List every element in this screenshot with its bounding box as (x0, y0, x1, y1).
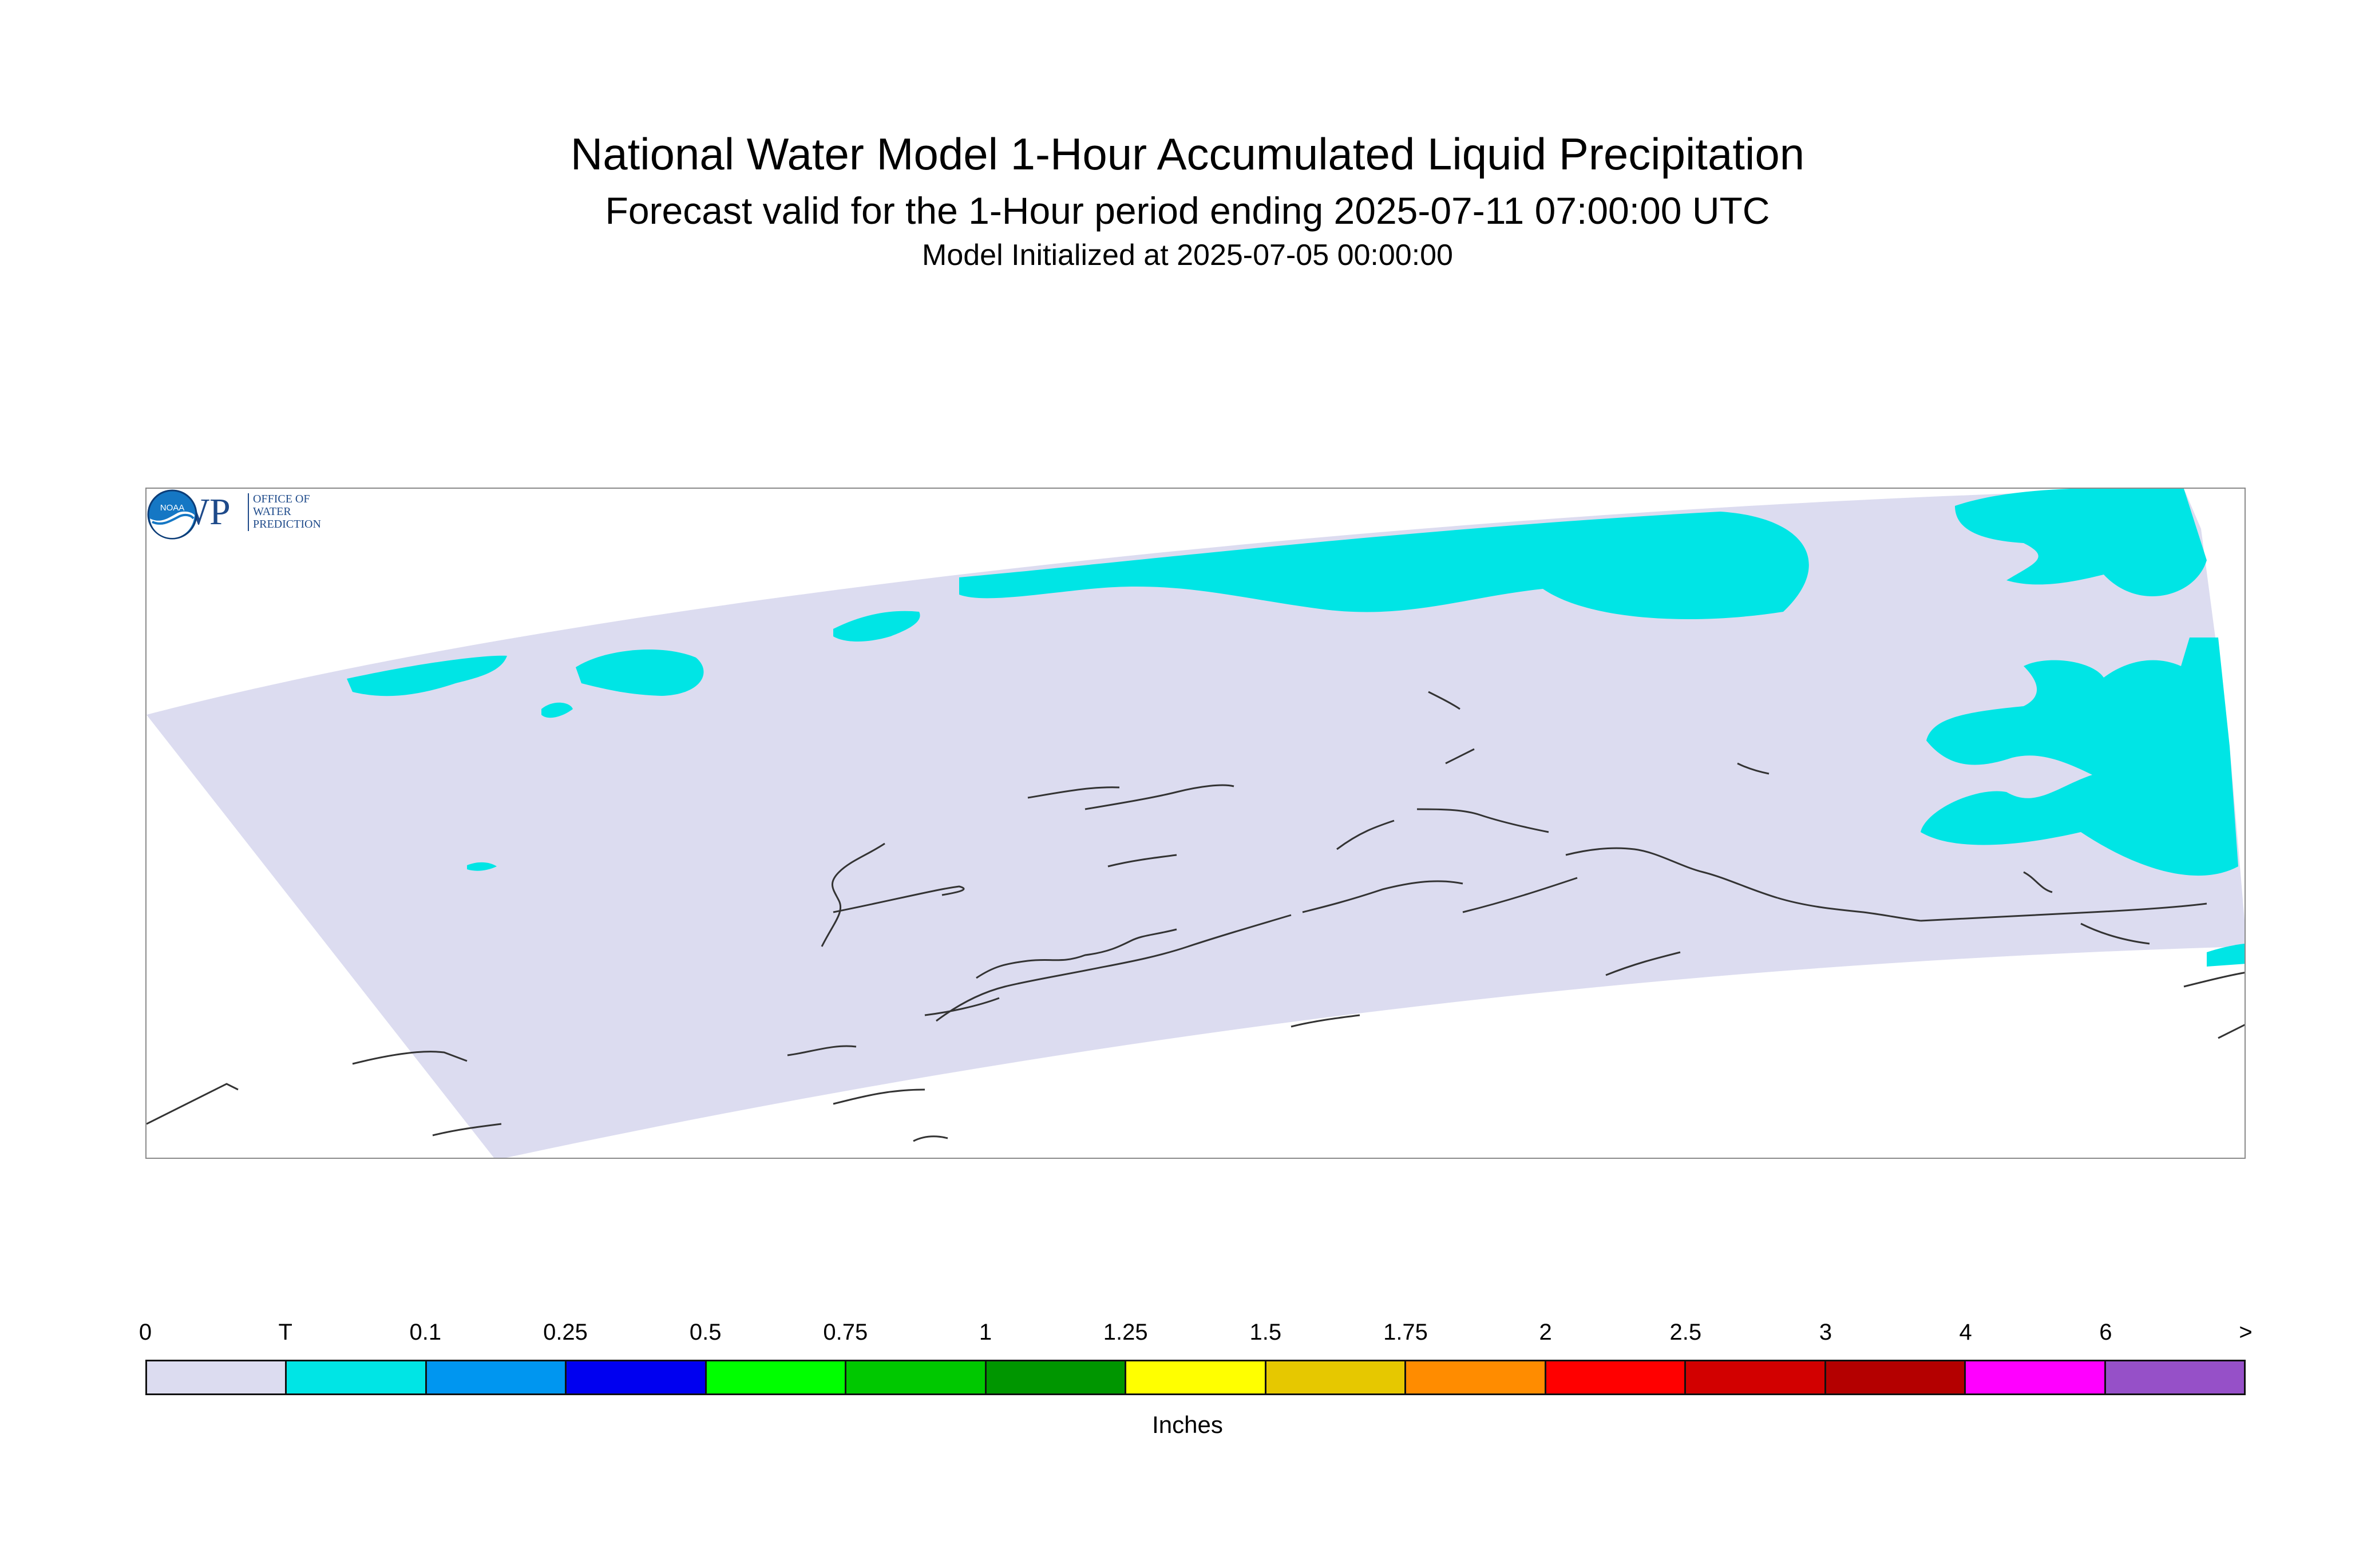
legend-swatch (1406, 1361, 1546, 1393)
owp-logo-line2: WATER (253, 505, 291, 518)
legend-swatch (1686, 1361, 1826, 1393)
legend-tick-label: T (278, 1320, 292, 1345)
legend-tick-label: 1 (979, 1320, 992, 1345)
map-canvas (147, 489, 2245, 1158)
legend-tick-label: 0.75 (823, 1320, 868, 1345)
legend-tick-label: 0.25 (543, 1320, 588, 1345)
legend-swatch (287, 1361, 427, 1393)
legend-tick-label: 1.5 (1249, 1320, 1282, 1345)
legend-swatch (986, 1361, 1127, 1393)
coastlines (147, 691, 2245, 1142)
precipitation-areas (347, 489, 2245, 967)
precipitation-map: OWP OFFICE OF WATER PREDICTION NOAA (145, 488, 2246, 1159)
forecast-period: Forecast valid for the 1-Hour period end… (605, 189, 1770, 232)
legend-tick-label: 3 (1819, 1320, 1832, 1345)
legend-tick-label: 1.25 (1103, 1320, 1148, 1345)
noaa-logo-mark: NOAA (160, 503, 185, 513)
legend-labels: 0 T 0.1 0.25 0.5 0.75 1 1.25 1.5 1.75 2 2.5 3 4 6 > (139, 1320, 2253, 1354)
model-init-time: Model Initialized at 2025-07-05 00:00:00 (922, 239, 1453, 272)
legend-colorbar (145, 1360, 2246, 1395)
legend-tick-label: 2 (1539, 1320, 1552, 1345)
legend-tick-label: 1.75 (1383, 1320, 1428, 1345)
legend-swatch (1126, 1361, 1266, 1393)
legend-swatch (147, 1361, 287, 1393)
legend-tick-label: > (2239, 1320, 2253, 1345)
legend-swatch (706, 1361, 847, 1393)
legend-swatch (1966, 1361, 2106, 1393)
owp-logo-line1: OFFICE OF (253, 493, 310, 505)
owp-logo-line3: PREDICTION (253, 518, 321, 530)
legend-swatch (1826, 1361, 1966, 1393)
legend-swatch (2105, 1361, 2245, 1393)
legend-units: Inches (1152, 1411, 1223, 1438)
legend-swatch (846, 1361, 987, 1393)
legend-tick-label: 0.5 (689, 1320, 722, 1345)
legend-tick-label: 2.5 (1669, 1320, 1702, 1345)
legend-tick-label: 4 (1959, 1320, 1972, 1345)
noaa-logo: NOAA (147, 489, 197, 540)
legend-swatch (426, 1361, 567, 1393)
legend-tick-label: 6 (2099, 1320, 2112, 1345)
legend-swatch (1546, 1361, 1687, 1393)
legend-tick-label: 0.1 (409, 1320, 442, 1345)
legend-swatch (567, 1361, 707, 1393)
map-title: National Water Model 1-Hour Accumulated … (570, 129, 1805, 179)
legend-tick-label: 0 (138, 1320, 152, 1345)
legend-swatch (1266, 1361, 1407, 1393)
